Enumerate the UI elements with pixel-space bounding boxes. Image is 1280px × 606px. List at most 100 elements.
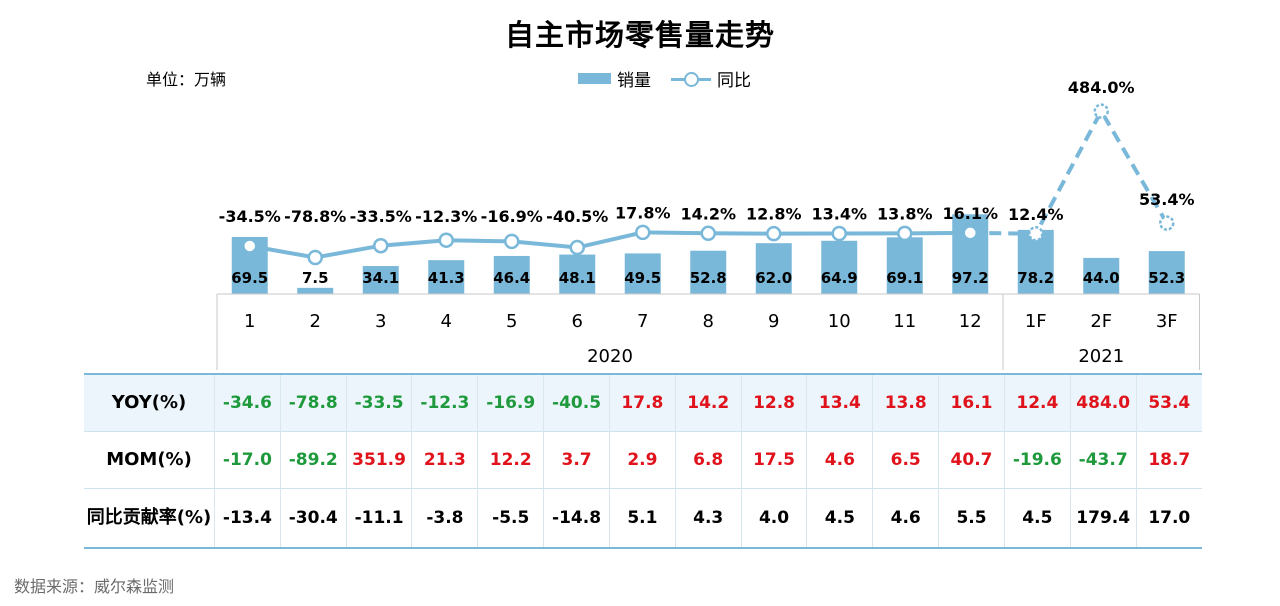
stats-cell: -12.3 — [411, 373, 478, 432]
stats-cell: 6.8 — [674, 431, 742, 489]
stats-cell: 4.6 — [806, 431, 873, 489]
yoy-label-3F: 53.4% — [1139, 190, 1195, 209]
yoy-label-2: -78.8% — [284, 207, 346, 226]
yoy-label-1F: 12.4% — [1008, 205, 1064, 224]
unit-label: 单位：万辆 — [146, 70, 227, 89]
stats-cell: 4.5 — [806, 488, 873, 549]
group-label-2021: 2021 — [1078, 346, 1124, 367]
stats-cell: 179.4 — [1069, 488, 1137, 549]
stats-cell: 17.8 — [608, 373, 676, 432]
bar-label-5: 46.4 — [493, 269, 530, 287]
stats-cell: 4.6 — [872, 488, 939, 549]
chart-title: 自主市场零售量走势 — [504, 18, 775, 52]
yoy-point-11 — [897, 225, 913, 242]
yoy-point-3F — [1159, 215, 1175, 231]
bar-label-1F: 78.2 — [1017, 269, 1054, 287]
bar-7 — [624, 253, 661, 294]
category-label-1: 1 — [244, 311, 255, 332]
stats-cell: 13.4 — [806, 373, 873, 432]
stats-cell: 18.7 — [1135, 431, 1202, 489]
yoy-point-3 — [373, 237, 389, 254]
yoy-label-4: -12.3% — [415, 207, 477, 226]
stats-row-label: 同比贡献率(%) — [84, 488, 215, 549]
bar-1F — [1017, 229, 1054, 294]
bar-11 — [886, 237, 923, 294]
category-label-6: 6 — [572, 311, 583, 332]
bar-3F — [1148, 251, 1185, 294]
stats-cell: -17.0 — [214, 431, 281, 489]
category-label-9: 9 — [768, 311, 779, 332]
yoy-point-1F — [1028, 226, 1044, 242]
yoy-label-1: -34.5% — [219, 207, 281, 226]
bar-5 — [493, 255, 530, 294]
yoy-point-9 — [766, 225, 782, 242]
stats-cell: 484.0 — [1069, 373, 1137, 432]
stats-row-label: YOY(%) — [84, 373, 215, 432]
legend-line-swatch — [671, 70, 711, 88]
category-label-2F: 2F — [1090, 311, 1112, 332]
bar-2F — [1083, 257, 1120, 294]
stats-cell: 5.5 — [938, 488, 1005, 549]
yoy-point-1 — [242, 238, 258, 254]
stats-row: 同比贡献率(%) -13.4 -30.4 -11.1 -3.8 -5.5 -14.8 5.1 4… — [84, 488, 1202, 549]
bar-4 — [428, 260, 465, 294]
stats-row-label: MOM(%) — [84, 431, 215, 489]
category-label-3: 3 — [375, 311, 386, 332]
bar-8 — [690, 250, 727, 294]
bar-label-6: 48.1 — [559, 269, 596, 287]
category-label-3F: 3F — [1156, 311, 1178, 332]
stats-cell: 4.5 — [1003, 488, 1071, 549]
bar-label-1: 69.5 — [231, 269, 268, 287]
yoy-line-2020 — [249, 230, 971, 260]
category-label-2: 2 — [310, 311, 321, 332]
stats-cell: 40.7 — [938, 431, 1005, 489]
stats-cell: -34.6 — [214, 373, 281, 432]
category-label-8: 8 — [703, 311, 714, 332]
stats-cell: -78.8 — [279, 373, 347, 432]
yoy-point-4 — [438, 232, 454, 248]
yoy-label-10: 13.4% — [811, 205, 867, 224]
stats-cell: -40.5 — [543, 373, 610, 432]
bar-label-2: 7.5 — [302, 269, 329, 287]
stats-cell: -14.8 — [543, 488, 610, 549]
yoy-point-6 — [569, 239, 585, 256]
bar-2 — [297, 287, 334, 294]
bar-label-7: 49.5 — [624, 269, 661, 287]
stats-cell: 351.9 — [345, 431, 412, 489]
stats-cell: 6.5 — [872, 431, 939, 489]
stats-cell: 2.9 — [608, 431, 676, 489]
stats-cell: -3.8 — [411, 488, 478, 549]
stats-cell: -5.5 — [477, 488, 544, 549]
stats-cell: 13.8 — [872, 373, 939, 432]
yoy-point-2 — [307, 249, 323, 266]
yoy-label-3: -33.5% — [350, 207, 412, 226]
yoy-label-7: 17.8% — [615, 203, 671, 222]
bar-10 — [821, 240, 858, 294]
stats-row: YOY(%) -34.6 -78.8 -33.5 -12.3 -16.9 -40.5 17.8… — [84, 373, 1202, 432]
yoy-point-10 — [831, 225, 847, 242]
yoy-point-8 — [700, 225, 716, 242]
yoy-label-5: -16.9% — [481, 207, 543, 226]
bar-label-3: 34.1 — [362, 269, 399, 287]
bar-label-2F: 44.0 — [1083, 269, 1120, 287]
stats-cell: 21.3 — [411, 431, 478, 489]
yoy-point-12 — [962, 225, 978, 241]
bar-label-11: 69.1 — [886, 269, 923, 287]
category-label-1F: 1F — [1025, 311, 1047, 332]
stats-cell: 17.5 — [740, 431, 807, 489]
category-label-10: 10 — [828, 311, 851, 332]
bar-9 — [755, 243, 792, 294]
stats-cell: 12.2 — [477, 431, 544, 489]
legend: 销量 同比 — [578, 66, 751, 91]
category-label-7: 7 — [637, 311, 648, 332]
yoy-point-5 — [504, 233, 520, 250]
stats-cell: -13.4 — [214, 488, 281, 549]
legend-bar-swatch — [578, 73, 611, 84]
yoy-label-11: 13.8% — [877, 204, 933, 223]
stats-cell: -89.2 — [279, 431, 347, 489]
bar-label-3F: 52.3 — [1148, 269, 1185, 287]
bar-label-10: 64.9 — [821, 269, 858, 287]
stats-cell: 4.0 — [740, 488, 807, 549]
bar-3 — [362, 266, 399, 294]
stats-cell: 16.1 — [938, 373, 1005, 432]
